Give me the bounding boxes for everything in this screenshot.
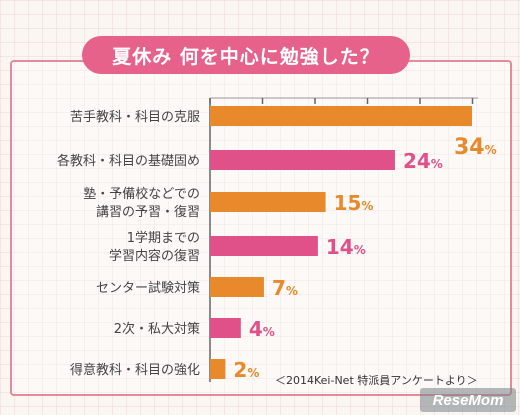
value-label: 24% [403,149,443,173]
bar [210,277,264,297]
value-label: 34% [454,135,497,160]
bar [210,359,226,379]
bar [210,318,241,338]
category-label: 苦手教科・科目の克服 [70,109,200,125]
value-label: 7% [272,276,298,300]
bar [210,106,472,126]
category-label: センター試験対策 [96,280,200,296]
category-label: 1学期までの学習内容の復習 [109,230,200,264]
value-label: 14% [326,235,366,259]
source-note: ＜2014Kei-Net 特派員アンケートより＞ [275,374,478,387]
value-label: 2% [233,358,259,382]
bar [210,192,326,212]
value-label: 15% [334,191,374,215]
bar [210,150,395,170]
category-label: 2次・私大対策 [114,321,200,337]
bar [210,236,318,256]
category-label: 各教科・科目の基礎固め [57,153,200,169]
chart-title: 夏休み 何を中心に勉強した？ [82,36,410,74]
value-label: 4% [249,317,275,341]
category-label: 得意教科・科目の強化 [70,362,200,378]
resemom-logo: ReseMom [420,388,516,412]
category-label: 塾・予備校などでの講習の予習・復習 [83,186,200,220]
